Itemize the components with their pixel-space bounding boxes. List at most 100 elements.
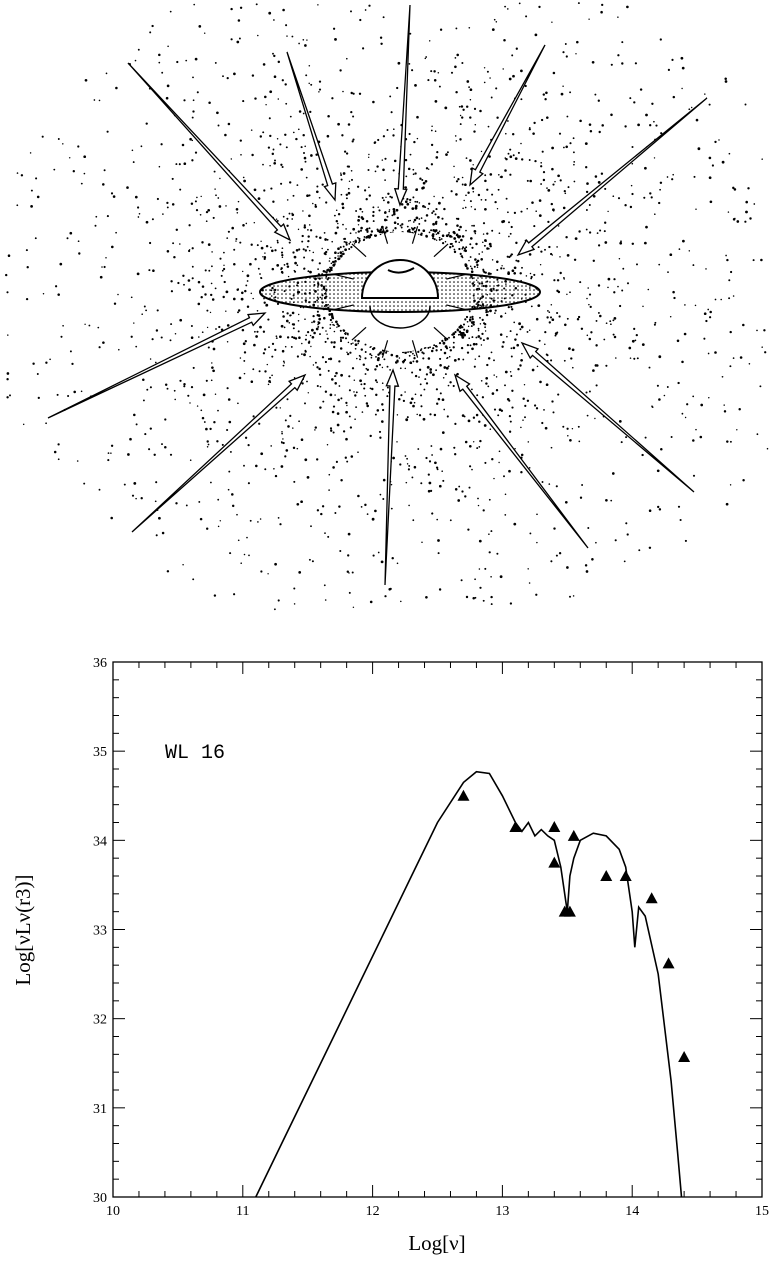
dust-dot xyxy=(451,245,454,248)
dust-dot xyxy=(221,269,224,272)
dust-dot xyxy=(296,184,299,187)
dust-dot xyxy=(361,210,364,213)
dust-dot xyxy=(529,272,532,275)
dust-dot xyxy=(306,380,308,383)
dust-dot xyxy=(296,447,299,450)
dust-dot xyxy=(488,242,492,246)
dust-dot xyxy=(330,429,333,432)
dust-dot xyxy=(550,446,553,449)
dust-dot xyxy=(357,342,359,345)
dust-dot xyxy=(272,148,275,151)
dust-dot xyxy=(458,228,461,232)
dust-dot xyxy=(268,11,272,15)
dust-dot xyxy=(352,227,356,231)
dust-dot xyxy=(191,277,194,280)
dust-dot xyxy=(110,245,114,249)
dust-dot xyxy=(409,201,411,204)
dust-dot xyxy=(488,533,490,535)
dust-dot xyxy=(29,152,32,154)
dust-dot xyxy=(260,277,263,280)
dust-dot xyxy=(454,135,457,137)
dust-dot xyxy=(395,354,399,358)
dust-dot xyxy=(7,254,11,257)
dust-dot xyxy=(185,504,188,507)
dust-dot xyxy=(430,445,433,447)
dust-dot xyxy=(597,311,600,314)
dust-dot xyxy=(637,123,640,127)
dust-dot xyxy=(555,485,558,488)
dust-dot xyxy=(452,230,456,234)
dust-dot xyxy=(588,204,591,206)
dust-dot xyxy=(135,345,138,348)
dust-dot xyxy=(491,458,494,461)
dust-dot xyxy=(442,479,445,482)
dust-dot xyxy=(708,316,712,319)
dust-dot xyxy=(434,344,438,348)
dust-dot xyxy=(514,338,517,341)
dust-dot xyxy=(494,200,497,204)
dust-dot xyxy=(435,208,438,211)
dust-dot xyxy=(435,369,437,372)
dust-dot xyxy=(412,196,415,199)
dust-dot xyxy=(212,369,215,373)
dust-dot xyxy=(277,98,280,100)
dust-dot xyxy=(513,321,516,324)
dust-dot xyxy=(442,341,446,345)
dust-dot xyxy=(468,259,470,262)
dust-dot xyxy=(510,305,513,308)
dust-dot xyxy=(504,169,507,172)
dust-dot xyxy=(311,321,313,324)
dust-dot xyxy=(312,364,315,366)
dust-dot xyxy=(559,179,562,182)
dust-dot xyxy=(470,206,473,208)
dust-dot xyxy=(386,386,389,389)
dust-dot xyxy=(596,232,599,235)
dust-dot xyxy=(621,41,624,44)
dust-dot xyxy=(194,57,198,61)
dust-dot xyxy=(161,443,163,446)
dust-dot xyxy=(573,180,576,183)
dust-dot xyxy=(337,247,340,251)
dust-dot xyxy=(459,114,462,117)
dust-dot xyxy=(298,110,302,113)
dust-dot xyxy=(402,399,406,403)
dust-dot xyxy=(481,318,484,322)
dust-dot xyxy=(506,255,509,258)
y-tick-label: 32 xyxy=(93,1013,107,1028)
dust-dot xyxy=(328,313,332,316)
dust-dot xyxy=(378,430,382,433)
dust-dot xyxy=(329,427,333,430)
dust-dot xyxy=(556,246,558,248)
dust-dot xyxy=(484,207,487,211)
dust-dot xyxy=(528,128,531,131)
dust-dot xyxy=(409,401,413,405)
dust-dot xyxy=(454,453,457,456)
dust-dot xyxy=(324,340,327,343)
dust-dot xyxy=(329,393,333,397)
dust-dot xyxy=(566,427,569,430)
dust-dot xyxy=(252,415,255,418)
dust-dot xyxy=(647,288,650,291)
dust-dot xyxy=(431,125,433,128)
dust-dot xyxy=(629,97,632,100)
dust-dot xyxy=(484,198,487,201)
dust-dot xyxy=(474,358,477,360)
dust-dot xyxy=(476,266,479,269)
dust-dot xyxy=(657,505,660,509)
dust-dot xyxy=(357,339,360,343)
dust-dot xyxy=(523,384,526,386)
dust-dot xyxy=(105,257,107,259)
dust-dot xyxy=(329,323,332,326)
dust-dot xyxy=(256,244,259,247)
dust-dot xyxy=(271,267,275,271)
dust-dot xyxy=(500,315,503,318)
dust-dot xyxy=(354,343,358,347)
dust-dot xyxy=(350,91,353,95)
dust-dot xyxy=(449,246,452,249)
dust-dot xyxy=(328,473,331,476)
dust-dot xyxy=(117,293,119,296)
dust-dot xyxy=(564,323,567,327)
dust-dot xyxy=(300,500,303,504)
dust-dot xyxy=(347,187,350,190)
dust-dot xyxy=(165,96,169,100)
